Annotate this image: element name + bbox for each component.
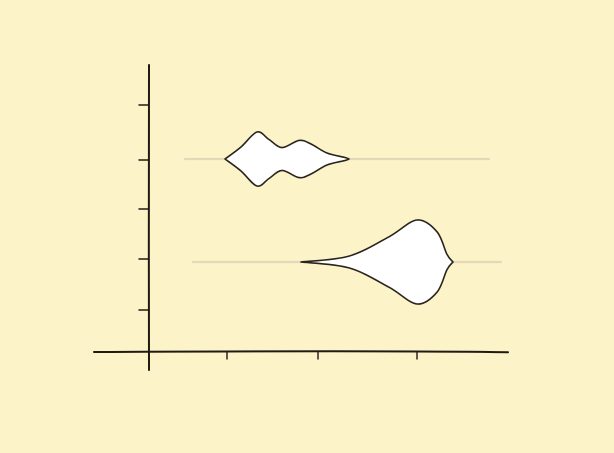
violin-shape [300, 219, 454, 305]
violin-shape [224, 131, 350, 187]
y-ticks [138, 104, 150, 311]
violins [224, 131, 454, 305]
x-axis [93, 350, 509, 354]
baselines [183, 157, 503, 264]
x-ticks [226, 351, 418, 360]
